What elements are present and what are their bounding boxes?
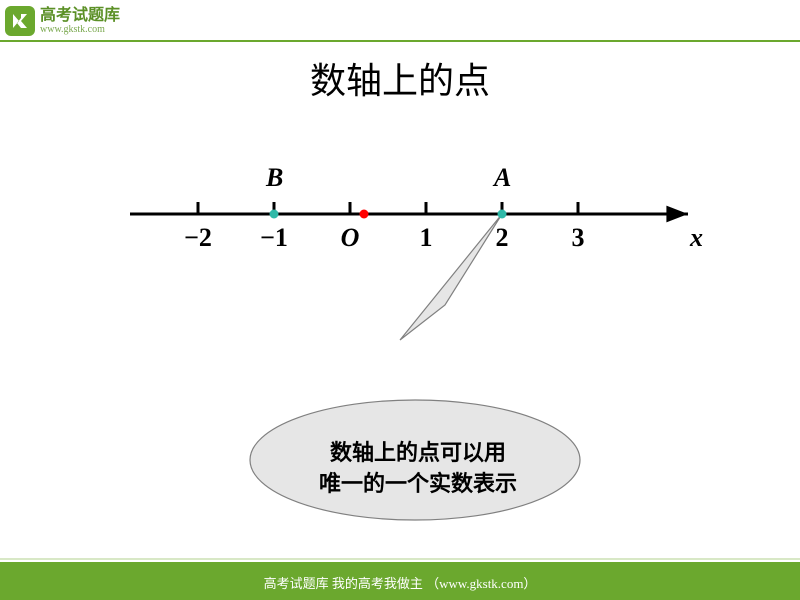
svg-text:A: A [492,163,511,192]
footer-divider-2 [0,558,800,560]
svg-text:−1: −1 [260,223,288,252]
svg-text:−2: −2 [184,223,212,252]
svg-text:2: 2 [496,223,509,252]
logo-text: 高考试题库 www.gkstk.com [40,7,120,36]
header-divider [0,40,800,42]
brand-url: www.gkstk.com [40,24,120,35]
site-footer: 高考试题库 我的高考我做主 （www.gkstk.com） [0,564,800,600]
svg-text:B: B [265,163,283,192]
svg-text:x: x [689,223,703,252]
number-line-diagram: −2 −1 O 1 2 3 x B A 数轴上的点可以用唯一的一个实数表示 [0,130,800,510]
svg-text:3: 3 [572,223,585,252]
callout-text: 数轴上的点可以用唯一的一个实数表示 [308,438,528,500]
slide-title: 数轴上的点 [0,52,800,104]
svg-text:1: 1 [420,223,433,252]
logo-icon [5,6,35,36]
svg-text:O: O [341,223,360,252]
site-header: 高考试题库 www.gkstk.com [0,0,800,42]
brand-name: 高考试题库 [40,7,120,25]
